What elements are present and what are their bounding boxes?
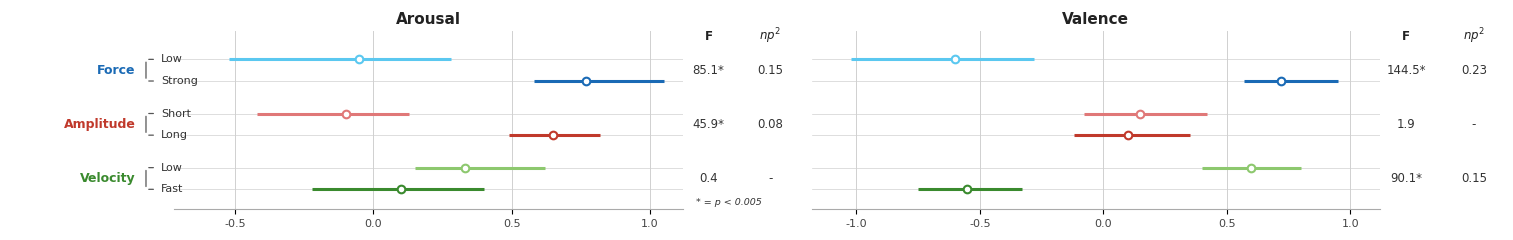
Title: Arousal: Arousal bbox=[396, 12, 461, 27]
Text: 90.1*: 90.1* bbox=[1390, 172, 1422, 185]
Text: $\mathit{np}^2$: $\mathit{np}^2$ bbox=[1463, 27, 1484, 46]
Text: $\mathit{np}^2$: $\mathit{np}^2$ bbox=[760, 27, 781, 46]
Text: Short: Short bbox=[162, 108, 191, 119]
Text: Velocity: Velocity bbox=[80, 172, 136, 185]
Text: Strong: Strong bbox=[162, 76, 198, 86]
Text: 0.4: 0.4 bbox=[699, 172, 717, 185]
Text: F: F bbox=[1403, 30, 1410, 43]
Text: 0.15: 0.15 bbox=[756, 64, 784, 77]
Text: Amplitude: Amplitude bbox=[64, 118, 136, 131]
Text: Low: Low bbox=[162, 163, 183, 173]
Text: F: F bbox=[705, 30, 713, 43]
Text: -: - bbox=[1472, 118, 1477, 131]
Text: 1.9: 1.9 bbox=[1396, 118, 1416, 131]
Text: Long: Long bbox=[162, 130, 188, 140]
Text: Force: Force bbox=[97, 64, 136, 77]
Text: Fast: Fast bbox=[162, 184, 183, 194]
Text: 0.08: 0.08 bbox=[756, 118, 784, 131]
Text: * = p < 0.005: * = p < 0.005 bbox=[696, 198, 763, 207]
Text: Low: Low bbox=[162, 54, 183, 64]
Text: 85.1*: 85.1* bbox=[693, 64, 725, 77]
Text: 144.5*: 144.5* bbox=[1386, 64, 1427, 77]
Text: 45.9*: 45.9* bbox=[693, 118, 725, 131]
Text: 0.23: 0.23 bbox=[1462, 64, 1487, 77]
Text: 0.15: 0.15 bbox=[1462, 172, 1487, 185]
Title: Valence: Valence bbox=[1062, 12, 1129, 27]
Text: -: - bbox=[769, 172, 772, 185]
